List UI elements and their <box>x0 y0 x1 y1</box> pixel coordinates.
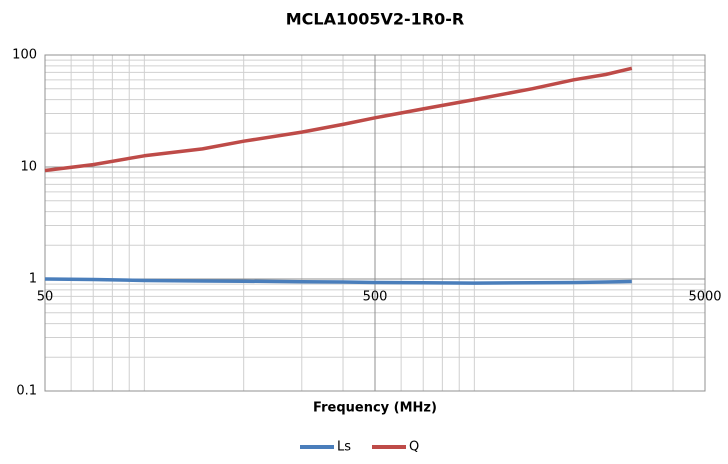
plot-border <box>44 54 706 392</box>
legend-label: Ls <box>337 440 351 455</box>
chart-title: MCLA1005V2-1R0-R <box>286 10 464 29</box>
x-tick-label: 500 <box>363 290 388 305</box>
y-tick-label: 1 <box>29 272 37 287</box>
series-line <box>44 66 633 173</box>
legend-label: Q <box>409 440 419 455</box>
x-axis-label: Frequency (MHz) <box>313 401 437 416</box>
y-tick-label: 10 <box>20 160 37 175</box>
y-tick-label: 100 <box>12 48 37 63</box>
y-tick-label: 0.1 <box>16 384 37 399</box>
series-line <box>44 277 632 285</box>
